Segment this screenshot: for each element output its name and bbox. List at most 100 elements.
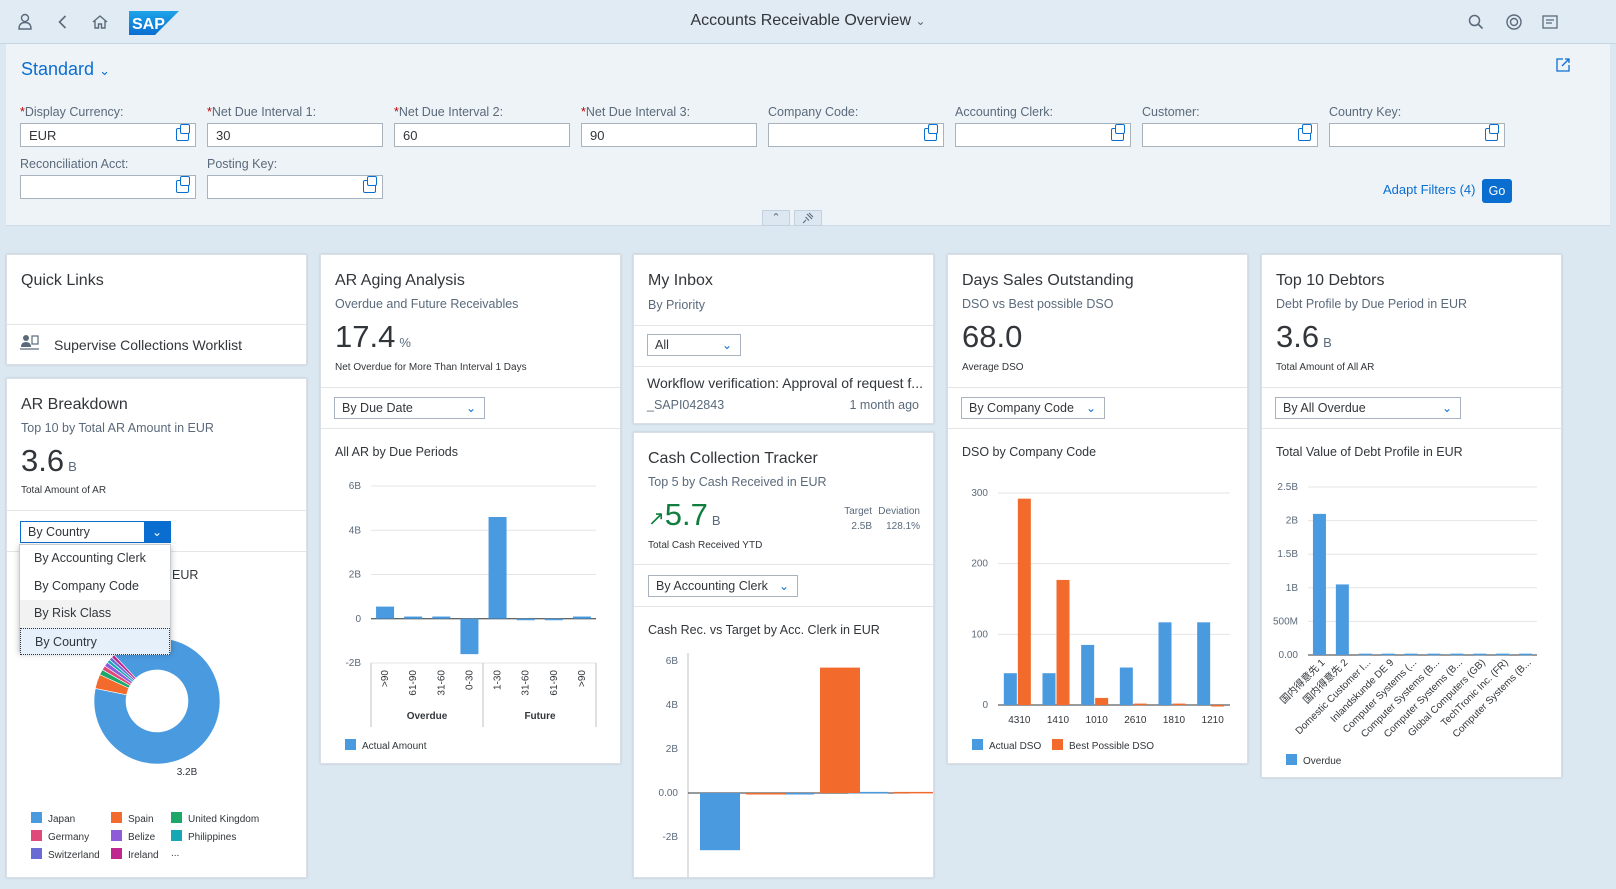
value-help-icon[interactable] [1485, 124, 1499, 141]
dropdown-option[interactable]: By Risk Class [20, 600, 170, 628]
share-icon[interactable] [1554, 56, 1572, 74]
inbox-item-title[interactable]: Workflow verification: Approval of reque… [647, 375, 923, 391]
filter-input[interactable] [1329, 123, 1505, 147]
value-help-icon[interactable] [924, 124, 938, 141]
cash-chart: -2B 0.00 2B 4B 6B [659, 653, 933, 877]
supervise-collections-link[interactable]: Supervise Collections Worklist [54, 337, 243, 353]
filter-input[interactable]: 60 [394, 123, 570, 147]
bar [572, 616, 591, 619]
filter-label: *Net Due Interval 1: [207, 105, 317, 119]
filter-label: *Net Due Interval 3: [581, 105, 691, 119]
bar [1081, 644, 1095, 705]
card-subtitle: By Priority [648, 298, 705, 312]
filter-input[interactable] [955, 123, 1131, 147]
y-tick-label: 1.5B [1277, 549, 1298, 560]
company-code-select[interactable]: By Company Code ⌄ [961, 397, 1105, 419]
y-tick-label: 2B [1286, 516, 1299, 527]
card-title: My Inbox [648, 272, 713, 289]
bar [774, 793, 814, 795]
x-tick-label: 31-60 [521, 670, 532, 696]
bar [516, 618, 535, 621]
group-label-future: Future [524, 711, 556, 722]
user-icon[interactable] [15, 12, 35, 32]
filter-input[interactable]: 30 [207, 123, 383, 147]
pin-header-button[interactable] [794, 210, 822, 226]
chevron-down-icon[interactable]: ⌄ [144, 522, 170, 542]
y-tick-label: 2B [666, 744, 679, 755]
breakdown-select[interactable]: By Country ⌄ [20, 521, 171, 543]
home-icon[interactable] [90, 12, 110, 32]
x-tick-label: 61-90 [408, 670, 419, 696]
x-tick-label: 2610 [1124, 715, 1147, 726]
bar [820, 667, 860, 793]
trend-up-icon: ↗ [648, 508, 665, 530]
aging-select[interactable]: By Due Date ⌄ [334, 397, 485, 419]
value-help-icon[interactable] [176, 176, 190, 193]
bar [432, 616, 451, 619]
notifications-icon[interactable] [1540, 12, 1560, 32]
dso-card: Days Sales Outstanding DSO vs Best possi… [947, 254, 1248, 764]
kpi-value: ↗5.7 B [648, 497, 721, 532]
value-help-icon[interactable] [1111, 124, 1125, 141]
x-tick-label: 1410 [1047, 715, 1070, 726]
app-title[interactable]: Accounts Receivable Overview ⌄ [690, 12, 926, 29]
filter-input[interactable] [207, 175, 383, 199]
card-title: Quick Links [21, 272, 104, 289]
priority-select[interactable]: All ⌄ [647, 334, 741, 356]
y-tick-label: 100 [971, 629, 988, 640]
bar [1519, 653, 1533, 656]
bar [1312, 513, 1326, 655]
filter-field: Customer: [1142, 105, 1318, 147]
card-title: AR Aging Analysis [335, 272, 465, 289]
x-tick-label: >90 [577, 670, 588, 687]
go-button[interactable]: Go [1482, 179, 1512, 203]
chart-title-tail: EUR [172, 568, 199, 582]
filter-input[interactable] [20, 175, 196, 199]
legend-swatch [31, 848, 42, 859]
value-help-icon[interactable] [1298, 124, 1312, 141]
bar [1056, 579, 1070, 705]
card-subtitle: Top 10 by Total AR Amount in EUR [21, 421, 214, 435]
filter-label: *Net Due Interval 2: [394, 105, 504, 119]
kpi-label: Total Cash Received YTD [648, 540, 763, 551]
kpi-label: Total Amount of All AR [1276, 362, 1375, 373]
filter-input[interactable] [768, 123, 944, 147]
top-debtors-card: Top 10 Debtors Debt Profile by Due Perio… [1261, 254, 1562, 778]
bar [1404, 653, 1418, 656]
filter-label: Company Code: [768, 105, 859, 119]
group-label-overdue: Overdue [407, 711, 448, 722]
back-icon[interactable] [53, 12, 73, 32]
filter-label: Accounting Clerk: [955, 105, 1053, 119]
filter-input[interactable]: EUR [20, 123, 196, 147]
kpi-label: Total Amount of AR [21, 485, 107, 496]
clerk-select[interactable]: By Accounting Clerk ⌄ [648, 575, 798, 597]
chart-title: Cash Rec. vs Target by Acc. Clerk in EUR [648, 623, 880, 637]
legend-swatch [111, 830, 122, 841]
dropdown-option[interactable]: By Country [20, 627, 170, 655]
value-help-icon[interactable] [363, 176, 377, 193]
bar [488, 516, 507, 619]
collapse-header-button[interactable]: ⌃ [762, 210, 790, 226]
copilot-icon[interactable] [1504, 12, 1524, 32]
filter-label: *Display Currency: [20, 105, 124, 119]
bar [1158, 622, 1172, 705]
search-icon[interactable] [1466, 12, 1486, 32]
kpi-value: 17.4% [335, 319, 411, 354]
filter-input[interactable]: 90 [581, 123, 757, 147]
legend-item: Belize [111, 830, 201, 843]
kpi-label: Average DSO [962, 362, 1024, 373]
x-tick-label: 1810 [1163, 715, 1186, 726]
filter-input[interactable] [1142, 123, 1318, 147]
filter-field: Accounting Clerk: [955, 105, 1131, 147]
value-help-icon[interactable] [176, 124, 190, 141]
overdue-select[interactable]: By All Overdue ⌄ [1275, 397, 1461, 419]
adapt-filters-link[interactable]: Adapt Filters (4) [1383, 182, 1476, 197]
y-tick-label: 300 [971, 488, 988, 499]
bar [1017, 498, 1031, 705]
variant-selector[interactable]: Standard ⌄ [21, 59, 110, 79]
card-title: Top 10 Debtors [1276, 272, 1385, 289]
y-tick-label: 4B [666, 700, 679, 711]
dropdown-option[interactable]: By Accounting Clerk [34, 551, 146, 565]
legend-swatch [31, 830, 42, 841]
dropdown-option[interactable]: By Company Code [34, 578, 139, 593]
